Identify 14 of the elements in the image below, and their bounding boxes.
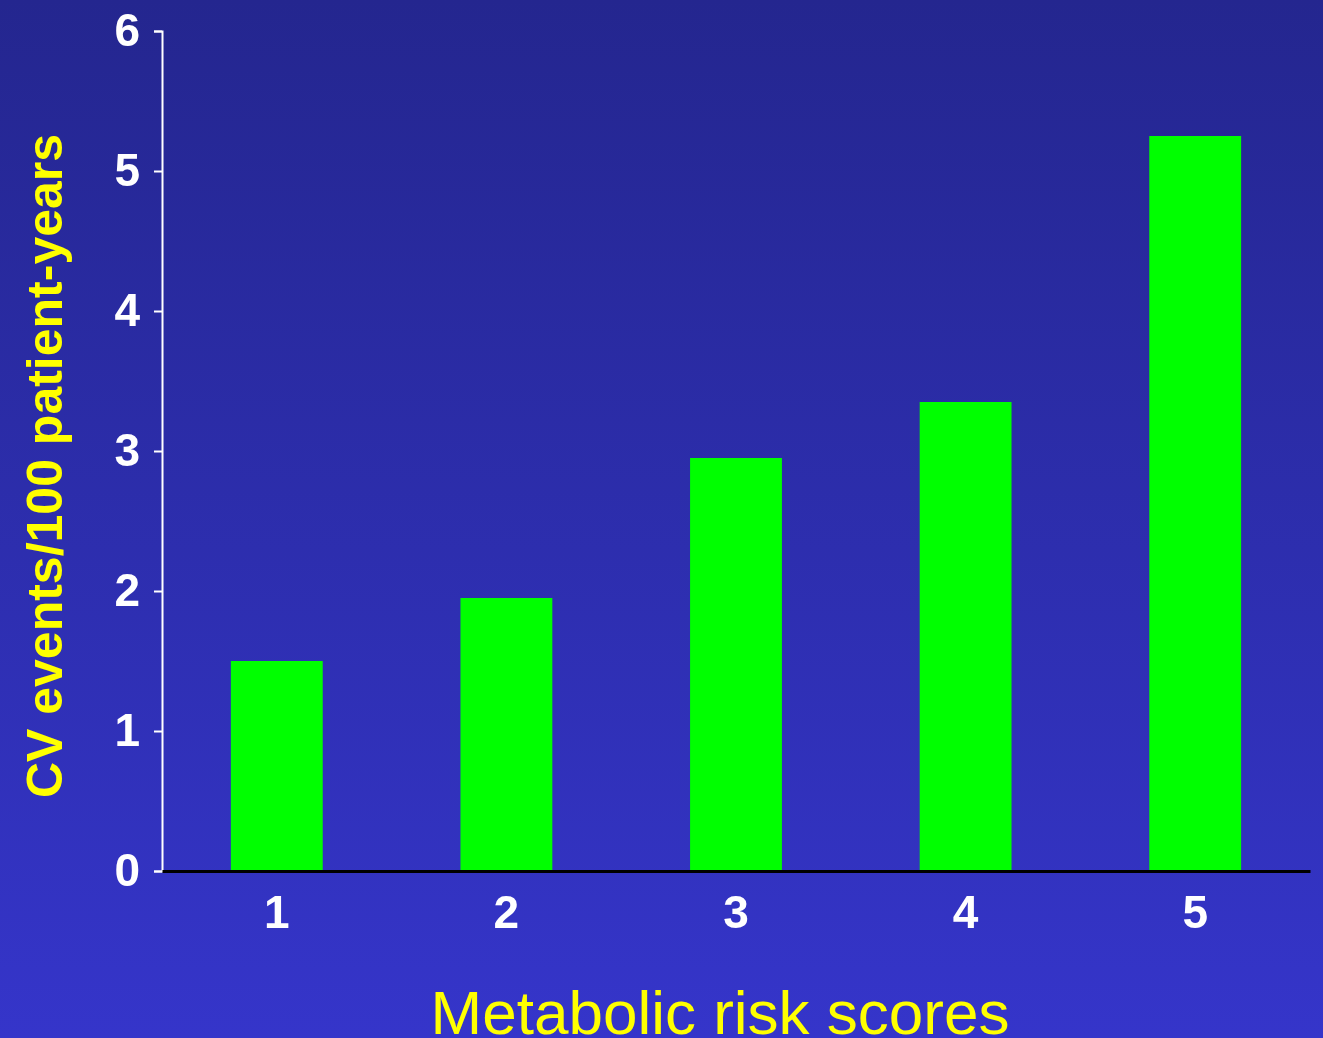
x-tick-label: 4: [952, 885, 979, 938]
y-tick-label: 2: [114, 564, 140, 617]
x-tick-label: 3: [723, 885, 749, 938]
x-axis-title: Metabolic risk scores: [430, 978, 1010, 1038]
y-tick-label: 5: [114, 144, 140, 197]
y-tick-label: 6: [114, 4, 140, 57]
y-tick-label: 3: [114, 424, 140, 477]
y-tick-label: 1: [114, 704, 140, 757]
x-tick-label: 5: [1182, 885, 1208, 938]
x-tick-label: 2: [493, 885, 520, 938]
y-tick-label: 0: [114, 844, 140, 897]
y-axis-title: CV events/100 patient-years: [17, 133, 73, 799]
y-tick-label: 4: [114, 284, 141, 337]
x-tick-label: 1: [264, 885, 290, 938]
